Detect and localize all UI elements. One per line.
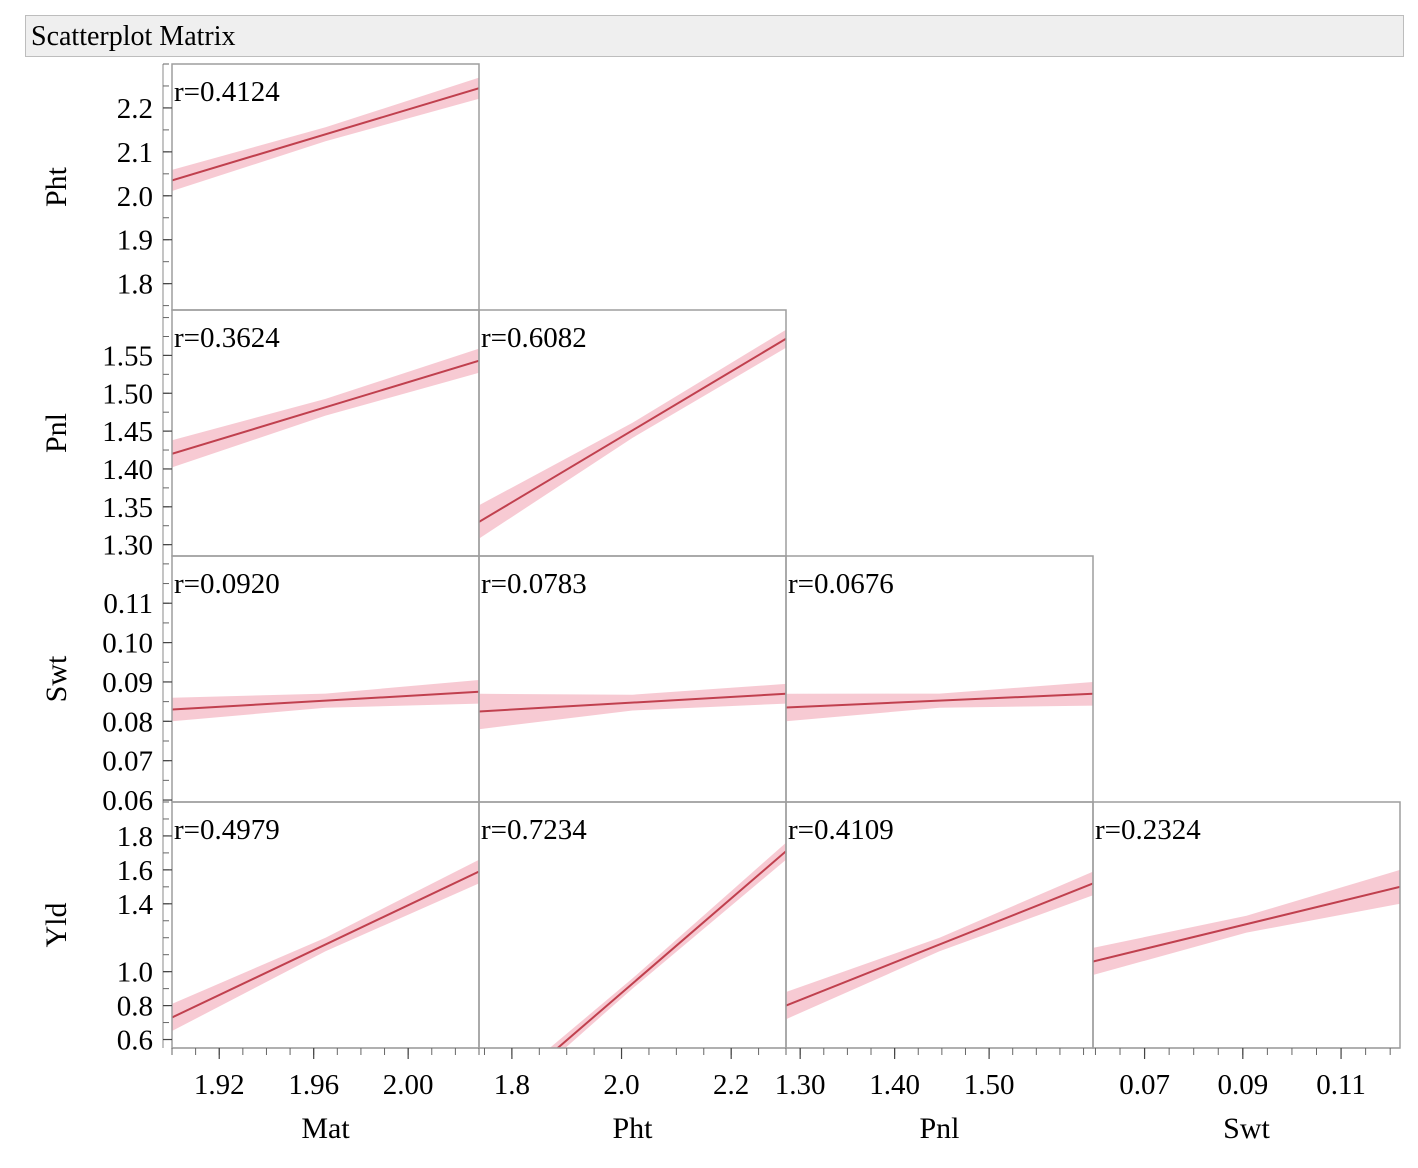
y-tick-label: 2.1 — [117, 137, 153, 169]
x-tick-label: 0.11 — [1316, 1069, 1366, 1101]
y-tick-label: 0.11 — [103, 588, 153, 620]
correlation-label: r=0.7234 — [481, 814, 587, 846]
y-axis-title: Yld — [40, 903, 73, 948]
confidence-band — [1093, 869, 1400, 975]
y-tick-label: 1.8 — [117, 821, 153, 853]
y-tick-label: 0.06 — [102, 785, 153, 817]
y-tick-label: 0.8 — [117, 991, 153, 1023]
y-tick-label: 0.09 — [102, 667, 153, 699]
y-axis-title: Pnl — [40, 413, 73, 453]
fit-line — [172, 690, 479, 711]
correlation-label: r=0.0783 — [481, 568, 587, 600]
correlation-label: r=0.4109 — [788, 814, 894, 846]
y-tick-label: 1.0 — [117, 957, 153, 989]
correlation-label: r=0.2324 — [1095, 814, 1201, 846]
y-tick-label: 1.6 — [117, 855, 153, 887]
y-tick-label: 0.10 — [102, 628, 153, 660]
fit-line — [172, 870, 479, 1019]
y-tick-label: 2.2 — [117, 93, 153, 125]
fit-line — [479, 692, 786, 713]
y-axis-title: Pht — [40, 166, 73, 207]
confidence-band — [479, 329, 786, 539]
fit-line — [556, 850, 786, 1048]
correlation-label: r=0.0920 — [174, 568, 280, 600]
x-tick-label: 1.30 — [775, 1069, 826, 1101]
y-tick-label: 1.9 — [117, 225, 153, 257]
x-axis-title: Pht — [612, 1112, 653, 1145]
x-tick-label: 1.8 — [494, 1069, 530, 1101]
x-tick-label: 2.00 — [383, 1069, 434, 1101]
y-tick-label: 1.30 — [102, 530, 153, 562]
y-tick-label: 1.8 — [117, 269, 153, 301]
fit-line — [1093, 885, 1400, 963]
fit-line — [172, 87, 479, 182]
x-tick-label: 2.0 — [603, 1069, 639, 1101]
y-tick-label: 0.08 — [102, 706, 153, 738]
fit-line — [479, 337, 786, 523]
x-tick-label: 1.96 — [288, 1069, 339, 1101]
x-axis-title: Pnl — [919, 1112, 959, 1145]
y-tick-label: 1.35 — [102, 492, 153, 524]
y-tick-label: 1.4 — [117, 889, 154, 921]
x-axis-title: Swt — [1223, 1112, 1270, 1145]
fit-line — [786, 692, 1093, 709]
confidence-band — [479, 683, 786, 730]
x-axis-title: Mat — [301, 1112, 350, 1145]
correlation-label: r=0.4979 — [174, 814, 280, 846]
x-tick-label: 1.92 — [194, 1069, 245, 1101]
y-tick-label: 0.07 — [102, 746, 153, 778]
y-tick-label: 2.0 — [117, 181, 153, 213]
x-tick-label: 0.07 — [1119, 1069, 1170, 1101]
x-tick-label: 2.2 — [713, 1069, 749, 1101]
y-tick-label: 1.40 — [102, 454, 153, 486]
fit-line — [172, 359, 479, 455]
correlation-label: r=0.4124 — [174, 76, 280, 108]
chart-title-bar[interactable]: Scatterplot Matrix — [25, 15, 1404, 57]
y-axis-title: Swt — [40, 655, 73, 702]
y-tick-label: 1.55 — [102, 340, 153, 372]
fit-line — [786, 882, 1093, 1007]
confidence-band — [786, 682, 1093, 722]
y-tick-label: 1.50 — [102, 378, 153, 410]
x-tick-label: 1.50 — [964, 1069, 1015, 1101]
chart-title: Scatterplot Matrix — [31, 21, 236, 52]
correlation-label: r=0.0676 — [788, 568, 894, 600]
y-tick-label: 0.6 — [117, 1025, 153, 1057]
correlation-label: r=0.6082 — [481, 322, 587, 354]
y-tick-label: 1.45 — [102, 416, 153, 448]
x-tick-label: 1.40 — [869, 1069, 920, 1101]
correlation-label: r=0.3624 — [174, 322, 280, 354]
x-tick-label: 0.09 — [1217, 1069, 1268, 1101]
